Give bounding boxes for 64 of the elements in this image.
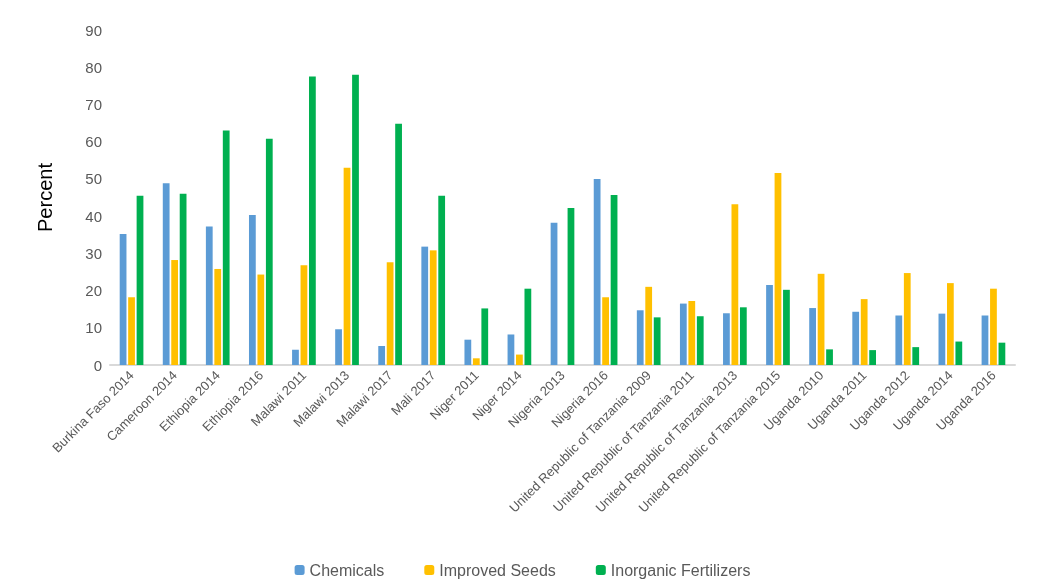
bar <box>723 313 730 365</box>
y-tick-label: 90 <box>85 21 102 39</box>
bar <box>214 268 222 365</box>
y-tick-label: 50 <box>85 170 102 188</box>
y-tick-label: 60 <box>85 133 102 151</box>
y-tick-label: 40 <box>85 207 102 225</box>
bar <box>378 346 386 365</box>
y-axis-title: Percent <box>34 162 56 232</box>
bar <box>395 123 402 365</box>
bar <box>205 226 213 365</box>
y-tick-label: 20 <box>85 282 102 300</box>
bar <box>265 138 273 365</box>
bar <box>524 288 532 365</box>
bar <box>162 183 170 365</box>
bar <box>438 195 446 365</box>
bar <box>955 341 963 365</box>
bar <box>869 350 877 365</box>
bar <box>981 315 989 365</box>
bar <box>602 297 609 365</box>
legend-label: Improved Seeds <box>439 561 556 579</box>
bar <box>809 308 816 365</box>
bar <box>696 316 704 365</box>
bar <box>731 204 739 365</box>
bar <box>645 286 653 365</box>
bar <box>352 74 359 365</box>
y-tick-label: 0 <box>93 356 102 374</box>
bar <box>826 349 833 365</box>
bar <box>653 317 661 365</box>
bar <box>636 310 644 365</box>
bar <box>257 274 265 365</box>
bar <box>783 289 790 365</box>
bar <box>386 262 394 365</box>
bar <box>516 354 523 365</box>
bar <box>903 273 911 365</box>
bar <box>739 307 747 365</box>
bar <box>128 297 135 365</box>
y-tick-label: 80 <box>85 58 102 76</box>
y-tick-label: 70 <box>85 95 102 113</box>
legend-label: Inorganic Fertilizers <box>610 561 751 579</box>
bar <box>335 329 342 365</box>
bar <box>222 130 230 365</box>
bar <box>429 250 437 365</box>
bar <box>593 178 601 365</box>
bar <box>990 288 997 365</box>
y-tick-label: 10 <box>85 319 102 337</box>
bar <box>946 283 954 365</box>
bar <box>507 334 515 365</box>
bar <box>464 339 472 365</box>
bar <box>421 246 429 365</box>
y-tick-label: 30 <box>85 244 102 262</box>
bar <box>481 308 489 365</box>
bar <box>171 260 179 365</box>
bar <box>292 349 299 365</box>
bar <box>895 315 903 365</box>
bar <box>688 300 696 365</box>
legend-label: Chemicals <box>309 561 385 579</box>
bar <box>912 347 920 365</box>
bar <box>248 214 256 365</box>
bar <box>472 358 480 365</box>
bar <box>852 311 860 365</box>
bar <box>766 284 773 365</box>
bar <box>679 303 687 365</box>
bar <box>860 299 868 365</box>
bar <box>309 76 316 365</box>
